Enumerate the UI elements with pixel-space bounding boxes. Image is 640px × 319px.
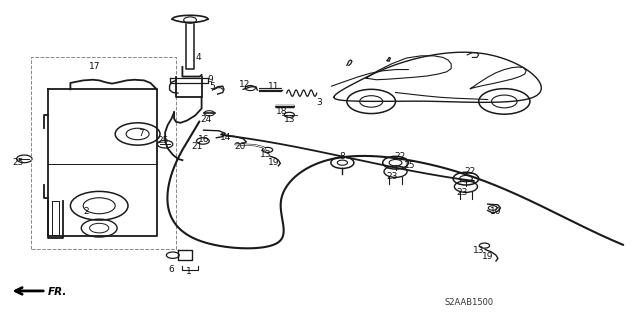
Text: 8: 8 (340, 152, 345, 161)
Text: 2: 2 (84, 207, 89, 216)
Text: 24: 24 (200, 115, 212, 124)
Text: 11: 11 (268, 82, 280, 91)
Text: 13: 13 (260, 150, 271, 159)
Text: 5: 5 (210, 82, 215, 91)
Text: 14: 14 (220, 133, 231, 142)
Text: 23: 23 (386, 172, 397, 181)
Text: 19: 19 (268, 158, 280, 167)
Text: 3: 3 (316, 98, 321, 107)
Text: 6: 6 (169, 265, 174, 274)
Text: 13: 13 (284, 115, 295, 124)
Text: 20: 20 (234, 142, 246, 151)
Text: 25: 25 (157, 136, 169, 145)
Text: 13: 13 (473, 246, 484, 255)
Text: 10: 10 (490, 207, 502, 216)
Text: 17: 17 (89, 62, 100, 71)
Text: 12: 12 (239, 80, 250, 89)
Text: 23: 23 (456, 188, 468, 197)
Text: 19: 19 (482, 252, 493, 261)
Text: 21: 21 (191, 142, 203, 151)
Text: 4: 4 (196, 53, 201, 62)
Text: 9: 9 (207, 75, 212, 84)
Text: 22: 22 (394, 152, 406, 161)
Text: 15: 15 (404, 161, 415, 170)
Text: 7: 7 (138, 129, 143, 138)
Text: 25: 25 (12, 158, 24, 167)
Text: FR.: FR. (48, 286, 67, 297)
Text: 22: 22 (465, 167, 476, 176)
Text: S2AAB1500: S2AAB1500 (445, 298, 494, 307)
Text: 16: 16 (198, 135, 209, 144)
Text: 18: 18 (276, 107, 287, 116)
Text: 1: 1 (186, 267, 191, 276)
